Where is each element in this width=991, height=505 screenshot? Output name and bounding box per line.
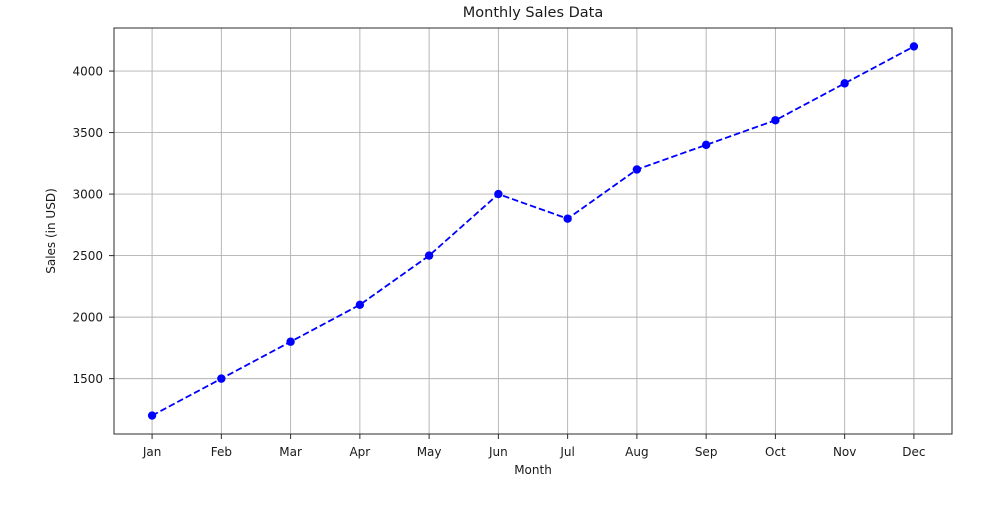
y-tick-label: 2500 [72,249,103,263]
x-tick-label: Apr [349,445,370,459]
y-tick-label: 3500 [72,126,103,140]
y-tick-label: 3000 [72,187,103,201]
data-point-marker [632,165,642,174]
data-point-marker [286,337,295,346]
x-tick-label: Feb [211,445,232,459]
data-point-marker [355,300,365,310]
x-tick-label: Mar [279,445,302,459]
y-axis-label: Sales (in USD) [44,188,58,274]
x-tick-label: Jul [559,445,574,459]
x-tick-label: Jun [488,445,508,459]
y-tick-label: 4000 [72,64,103,78]
x-tick-label: May [417,445,442,459]
x-tick-label: Sep [695,445,718,459]
plot-border [113,27,953,435]
data-point-marker [771,116,780,125]
x-axis-label: Month [514,463,552,477]
data-point-marker [147,411,157,420]
x-tick-label: Nov [833,445,856,459]
chart-title: Monthly Sales Data [463,5,604,21]
y-tick-label: 2000 [72,310,103,324]
sales-line [151,45,915,417]
axis-ticks: Jan Feb Mar Apr May Jun Jul Aug Sep Oct Nov Dec 1500… [72,64,925,459]
data-point-marker [494,189,503,199]
data-point-marker [701,140,711,150]
x-tick-label: Aug [625,445,648,459]
x-tick-label: Jan [142,445,162,459]
x-tick-label: Oct [765,445,786,459]
gridlines [114,28,952,434]
y-tick-label: 1500 [72,372,103,386]
data-point-marker [424,251,434,260]
data-point-marker [840,79,849,88]
data-point-marker [217,374,226,383]
data-point-marker [563,214,572,223]
x-tick-label: Dec [902,445,925,459]
sales-series [147,42,919,420]
data-point-marker [909,42,919,51]
